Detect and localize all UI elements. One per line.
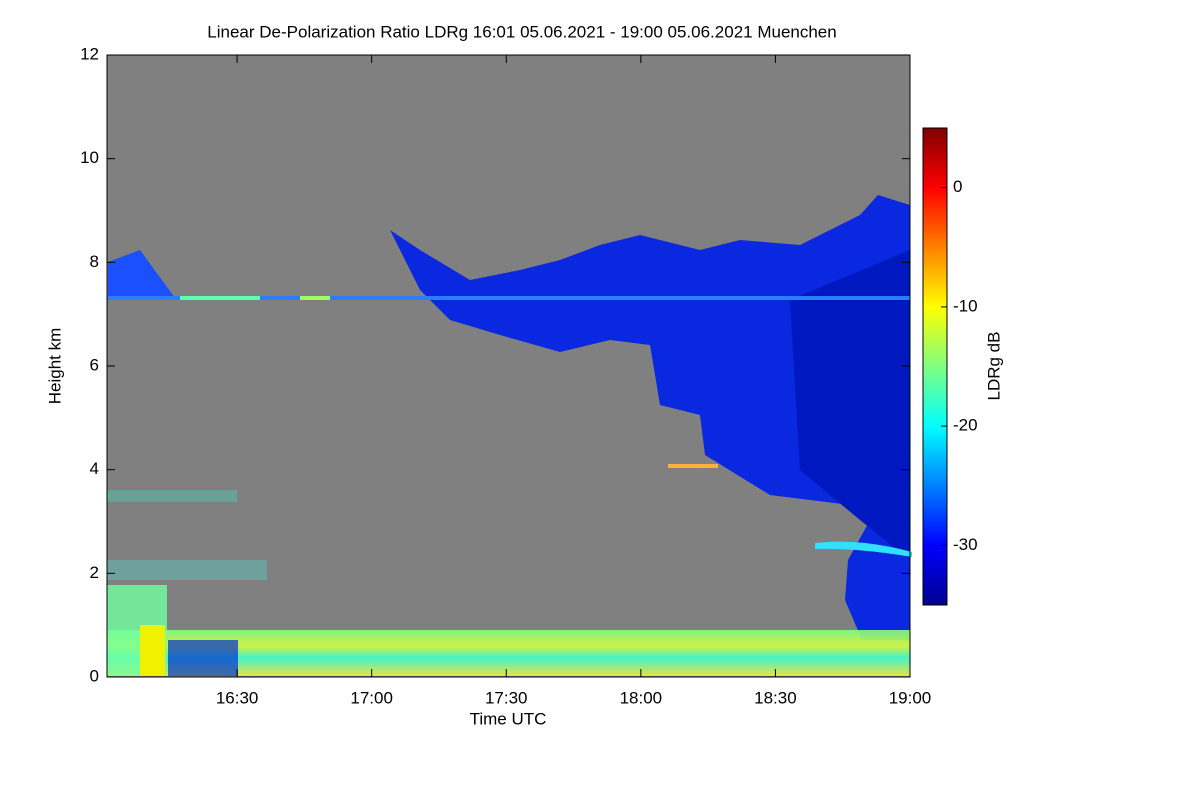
colorbar-tick-label: 0 [953, 177, 962, 196]
x-tick-label: 17:30 [485, 688, 528, 707]
x-tick-label: 19:00 [889, 688, 932, 707]
y-tick-label: 8 [90, 252, 99, 271]
colorbar-tick-label: -10 [953, 296, 978, 315]
heatmap-image [107, 55, 912, 677]
x-axis-label: Time UTC [470, 709, 547, 728]
y-tick-label: 12 [80, 44, 99, 63]
colorbar-tick-label: -30 [953, 535, 978, 554]
y-tick-label: 2 [90, 563, 99, 582]
x-tick-label: 17:00 [350, 688, 393, 707]
y-tick-label: 0 [90, 666, 99, 685]
y-tick-label: 10 [80, 148, 99, 167]
chart-title: Linear De-Polarization Ratio LDRg 16:01 … [207, 22, 836, 41]
x-tick-label: 18:30 [754, 688, 797, 707]
colorbar-tick-label: -20 [953, 416, 978, 435]
y-axis-label: Height km [45, 328, 64, 405]
x-tick-label: 18:00 [620, 688, 663, 707]
y-tick-label: 6 [90, 355, 99, 374]
colorbar-label: LDRg dB [984, 332, 1003, 401]
x-tick-label: 16:30 [216, 688, 259, 707]
y-tick-label: 4 [90, 459, 99, 478]
colorbar [922, 127, 948, 606]
